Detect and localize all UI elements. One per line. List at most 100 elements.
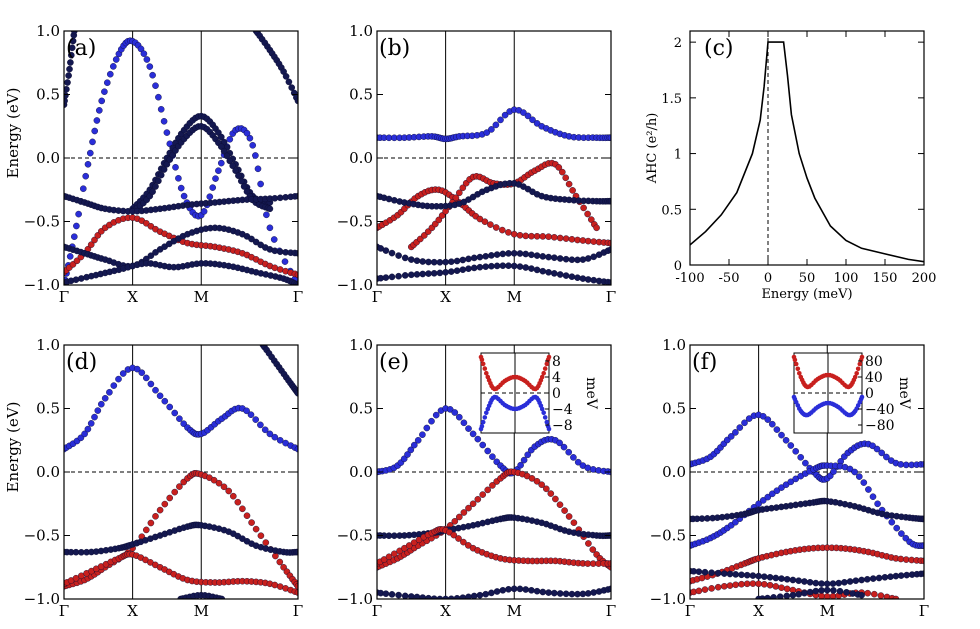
band-point bbox=[218, 595, 226, 599]
bands bbox=[690, 411, 924, 599]
band-point bbox=[920, 557, 924, 565]
band-point bbox=[430, 269, 438, 277]
inset-tick-label: 0 bbox=[865, 386, 874, 402]
inset-unit: meV bbox=[896, 377, 912, 410]
band-point bbox=[385, 553, 393, 561]
inset-point bbox=[539, 406, 545, 412]
band-point bbox=[520, 109, 527, 116]
y-tick-label: 0.0 bbox=[349, 463, 373, 481]
band-red_low bbox=[377, 526, 611, 567]
band-point bbox=[419, 431, 426, 439]
band-point bbox=[736, 424, 744, 431]
band-point bbox=[883, 453, 890, 461]
band-point bbox=[841, 579, 848, 586]
band-point bbox=[499, 262, 507, 270]
band-point bbox=[87, 241, 95, 248]
band-point bbox=[465, 425, 472, 432]
band-point bbox=[215, 167, 222, 174]
y-tick-label: −1.0 bbox=[337, 590, 373, 608]
band-point bbox=[499, 250, 507, 258]
band-point bbox=[579, 256, 587, 263]
band-dark_low bbox=[377, 243, 611, 266]
band-point bbox=[759, 412, 767, 420]
band-point bbox=[493, 251, 501, 258]
band-point bbox=[66, 65, 73, 73]
k-point-label: Γ bbox=[59, 288, 69, 306]
band-point bbox=[787, 442, 795, 449]
band-blue_top bbox=[690, 411, 924, 483]
band-point bbox=[714, 583, 722, 591]
band-point bbox=[147, 252, 155, 259]
band-point bbox=[860, 479, 868, 486]
band-point bbox=[792, 475, 800, 483]
band-point bbox=[474, 495, 482, 503]
y-tick-label: −0.5 bbox=[24, 213, 60, 231]
band-point bbox=[510, 230, 518, 238]
band-point bbox=[68, 44, 76, 52]
band-point bbox=[589, 546, 597, 553]
band-point bbox=[249, 141, 256, 149]
y-tick-label: 0.0 bbox=[36, 463, 60, 481]
band-point bbox=[556, 439, 563, 447]
band-point bbox=[864, 576, 871, 583]
band-point bbox=[539, 588, 547, 596]
band-point bbox=[802, 459, 809, 467]
band-point bbox=[479, 491, 487, 498]
y-tick-label: 1.0 bbox=[349, 336, 373, 354]
band-point bbox=[778, 584, 785, 592]
band-point bbox=[878, 449, 886, 457]
band-point bbox=[869, 493, 877, 501]
inset-point bbox=[859, 354, 865, 360]
band-point bbox=[812, 587, 820, 595]
band-point bbox=[732, 581, 740, 589]
band-point bbox=[568, 235, 576, 243]
band-point bbox=[262, 539, 270, 546]
band-point bbox=[225, 487, 232, 495]
band-point bbox=[240, 183, 248, 190]
inset-point bbox=[797, 371, 802, 376]
band-point bbox=[505, 586, 512, 593]
band-point bbox=[442, 268, 449, 276]
band-point bbox=[607, 279, 611, 285]
band-point bbox=[481, 218, 489, 225]
band-dark_bottom bbox=[755, 586, 865, 599]
band-point bbox=[237, 177, 245, 185]
band-point bbox=[163, 129, 171, 136]
band-point bbox=[846, 465, 854, 473]
band-point bbox=[539, 253, 547, 260]
band-point bbox=[569, 187, 576, 194]
band-point bbox=[176, 483, 183, 490]
band-point bbox=[410, 539, 418, 546]
band-point bbox=[769, 420, 776, 428]
band-point bbox=[795, 591, 803, 598]
inset-tick-label: 0 bbox=[552, 386, 561, 402]
band-point bbox=[732, 571, 740, 578]
inset-tick-label: 80 bbox=[865, 354, 883, 370]
band-point bbox=[71, 233, 78, 240]
inset-tick-label: −80 bbox=[865, 418, 895, 434]
band-point bbox=[156, 392, 164, 400]
band-point bbox=[510, 585, 518, 593]
band-point bbox=[522, 264, 530, 271]
band-point bbox=[533, 266, 541, 274]
band-red1 bbox=[64, 214, 298, 279]
band-point bbox=[419, 270, 427, 278]
band-point bbox=[772, 583, 780, 590]
inset-tick-label: −8 bbox=[552, 418, 573, 434]
x-tick-label: 50 bbox=[799, 271, 816, 286]
band-point bbox=[239, 505, 246, 513]
band-blue_flat bbox=[377, 106, 611, 143]
band-point bbox=[764, 493, 772, 501]
band-point bbox=[533, 587, 541, 595]
band-point bbox=[869, 575, 877, 582]
band-red_low bbox=[690, 544, 924, 585]
band-point bbox=[881, 574, 889, 581]
band-point bbox=[539, 267, 547, 275]
k-point-label: M bbox=[194, 602, 209, 620]
band-point bbox=[584, 237, 592, 245]
band-point bbox=[766, 574, 774, 581]
band-point bbox=[759, 497, 767, 504]
band-point bbox=[75, 210, 82, 218]
band-point bbox=[452, 194, 460, 202]
band-point bbox=[856, 473, 863, 480]
